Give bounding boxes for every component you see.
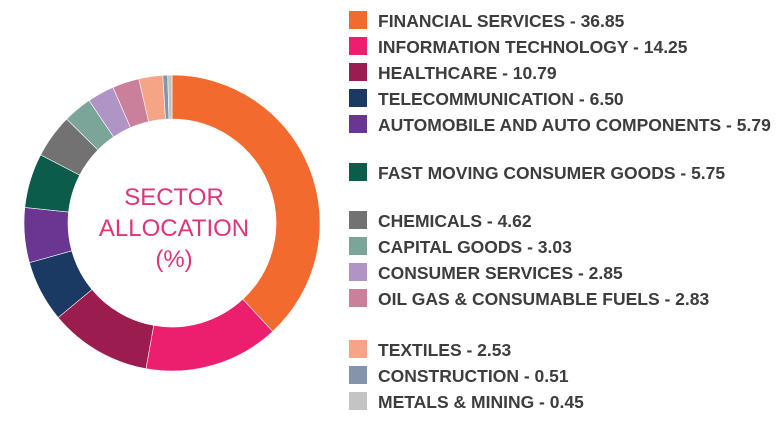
legend-label: METALS & MINING - 0.45 [378, 392, 584, 412]
legend-swatch [349, 11, 367, 29]
center-label-line-3: (%) [155, 246, 193, 273]
center-label-line-2: ALLOCATION [98, 215, 250, 242]
legend-label: FAST MOVING CONSUMER GOODS - 5.75 [378, 163, 726, 183]
legend-swatch [349, 63, 367, 81]
legend-label: FINANCIAL SERVICES - 36.85 [378, 11, 625, 31]
legend-label: INFORMATION TECHNOLOGY - 14.25 [378, 37, 688, 57]
legend-swatch [349, 115, 367, 133]
legend-label: CHEMICALS - 4.62 [378, 211, 532, 231]
slice-financial-services [171, 74, 321, 332]
donut-chart [23, 74, 321, 372]
legend-swatch [349, 263, 367, 281]
legend-swatch [349, 37, 367, 55]
legend-label: HEALTHCARE - 10.79 [378, 63, 557, 83]
legend-swatch [349, 237, 367, 255]
legend-label: CONSTRUCTION - 0.51 [378, 366, 569, 386]
center-label: SECTOR ALLOCATION (%) [70, 182, 278, 275]
legend-label: TEXTILES - 2.53 [378, 340, 512, 360]
legend-label: CONSUMER SERVICES - 2.85 [378, 263, 623, 283]
legend-swatch [349, 163, 367, 181]
legend-swatch [349, 392, 367, 410]
center-label-line-1: SECTOR [124, 184, 224, 211]
legend-label: CAPITAL GOODS - 3.03 [378, 237, 572, 257]
legend-label: OIL GAS & CONSUMABLE FUELS - 2.83 [378, 289, 710, 309]
legend-swatch [349, 211, 367, 229]
slice-metals-mining [167, 74, 173, 120]
legend-swatch [349, 340, 367, 358]
legend-label: AUTOMOBILE AND AUTO COMPONENTS - 5.79 [378, 115, 771, 135]
legend-swatch [349, 366, 367, 384]
legend-label: TELECOMMUNICATION - 6.50 [378, 89, 624, 109]
legend-swatch [349, 89, 367, 107]
legend-swatch [349, 289, 367, 307]
